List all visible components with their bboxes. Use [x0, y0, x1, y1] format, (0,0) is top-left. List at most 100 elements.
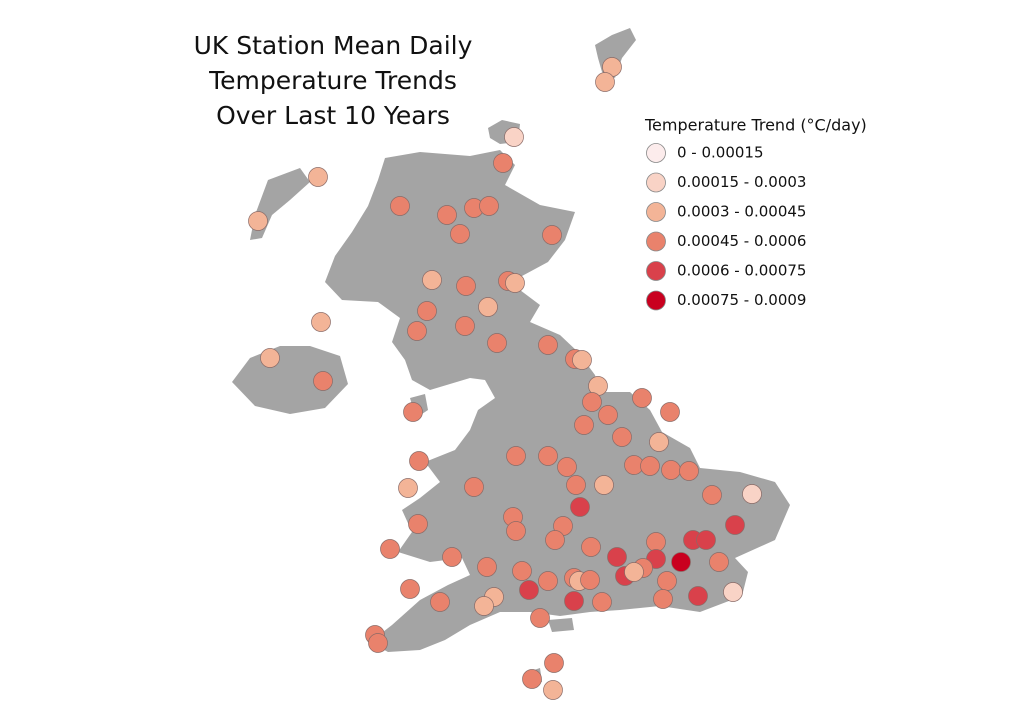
- station: [248, 211, 268, 231]
- station: [430, 592, 450, 612]
- legend-title: Temperature Trend (°C/day): [644, 116, 867, 135]
- station: [725, 515, 745, 535]
- station: [580, 570, 600, 590]
- legend-label: 0.00075 - 0.0009: [677, 291, 806, 309]
- station: [653, 589, 673, 609]
- title: UK Station Mean Daily Temperature Trends…: [194, 31, 473, 130]
- station: [512, 561, 532, 581]
- station: [632, 388, 652, 408]
- station: [456, 276, 476, 296]
- station: [709, 552, 729, 572]
- station: [661, 460, 681, 480]
- station: [398, 478, 418, 498]
- station: [403, 402, 423, 422]
- station: [442, 547, 462, 567]
- station: [506, 446, 526, 466]
- station: [504, 127, 524, 147]
- station: [544, 653, 564, 673]
- legend-label: 0.0003 - 0.00045: [677, 203, 806, 221]
- station: [478, 297, 498, 317]
- station: [522, 669, 542, 689]
- station: [574, 415, 594, 435]
- station: [566, 475, 586, 495]
- station: [581, 537, 601, 557]
- station: [390, 196, 410, 216]
- station: [640, 456, 660, 476]
- station: [422, 270, 442, 290]
- station: [474, 596, 494, 616]
- legend: Temperature Trend (°C/day) 0 - 0.00015 0.…: [644, 116, 867, 311]
- station: [464, 477, 484, 497]
- stations: [248, 57, 762, 700]
- station: [313, 371, 333, 391]
- station: [696, 530, 716, 550]
- station: [671, 552, 691, 572]
- station: [311, 312, 331, 332]
- station: [409, 451, 429, 471]
- station: [742, 484, 762, 504]
- station: [572, 350, 592, 370]
- station: [595, 72, 615, 92]
- legend-swatch: [646, 231, 666, 252]
- northern-ireland: [232, 346, 348, 414]
- station: [624, 562, 644, 582]
- station: [657, 571, 677, 591]
- station: [557, 457, 577, 477]
- station: [542, 225, 562, 245]
- station: [646, 532, 666, 552]
- station: [437, 205, 457, 225]
- legend-swatch: [646, 202, 666, 222]
- station: [660, 402, 680, 422]
- station: [702, 485, 722, 505]
- station: [308, 167, 328, 187]
- station: [570, 497, 590, 517]
- station: [592, 592, 612, 612]
- title-line: UK Station Mean Daily: [194, 31, 473, 60]
- legend-swatch: [646, 172, 666, 193]
- isle-of-wight: [548, 618, 574, 632]
- station: [612, 427, 632, 447]
- station: [582, 392, 602, 412]
- legend-swatch: [646, 261, 666, 281]
- station: [530, 608, 550, 628]
- station: [649, 432, 669, 452]
- legend-label: 0.00015 - 0.0003: [677, 173, 806, 191]
- station: [545, 530, 565, 550]
- station: [487, 333, 507, 353]
- station: [506, 521, 526, 541]
- station: [400, 579, 420, 599]
- station: [538, 335, 558, 355]
- station: [723, 582, 743, 602]
- station: [408, 514, 428, 534]
- station: [479, 196, 499, 216]
- station: [543, 680, 563, 700]
- station: [380, 539, 400, 559]
- station: [594, 475, 614, 495]
- station: [564, 591, 584, 611]
- legend-swatch: [646, 143, 666, 163]
- legend-label: 0 - 0.00015: [677, 144, 764, 162]
- title-line: Over Last 10 Years: [216, 101, 450, 130]
- great-britain: [325, 150, 790, 652]
- station: [260, 348, 280, 368]
- legend-swatch: [646, 290, 666, 311]
- station: [417, 301, 437, 321]
- station: [407, 321, 427, 341]
- station: [368, 633, 388, 653]
- station: [519, 580, 539, 600]
- station: [455, 316, 475, 336]
- legend-label: 0.0006 - 0.00075: [677, 262, 806, 280]
- station: [477, 557, 497, 577]
- legend-label: 0.00045 - 0.0006: [677, 232, 806, 250]
- station: [679, 461, 699, 481]
- station: [538, 571, 558, 591]
- station: [493, 153, 513, 173]
- title-line: Temperature Trends: [208, 66, 457, 95]
- station: [505, 273, 525, 293]
- station: [607, 547, 627, 567]
- station: [598, 405, 618, 425]
- station: [688, 586, 708, 606]
- station: [538, 446, 558, 466]
- station: [450, 224, 470, 244]
